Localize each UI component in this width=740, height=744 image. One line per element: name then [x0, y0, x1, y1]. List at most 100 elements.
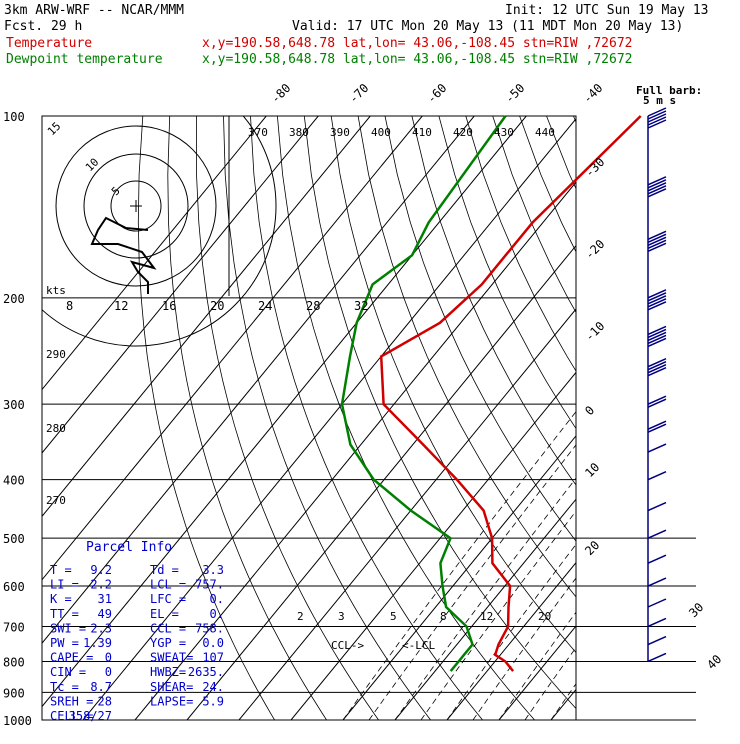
dry-adiabat	[654, 116, 740, 720]
isotherm-line	[395, 116, 740, 720]
isotherm-line	[499, 116, 740, 720]
parcel-info-cell: CIN =	[50, 665, 86, 679]
parcel-info-cell: 107	[202, 651, 224, 665]
dry-adiabat	[439, 116, 740, 720]
parcel-info-cell: LAPSE=	[150, 694, 193, 708]
pressure-tick-label: 100	[3, 110, 25, 124]
dry-adiabat	[520, 116, 740, 720]
parcel-info-cell: LCL =	[150, 578, 186, 592]
theta-label: 440	[535, 126, 555, 139]
model-title: 3km ARW-WRF -- NCAR/MMM	[4, 3, 184, 18]
wind-barb	[648, 472, 666, 480]
mixing-ratio-label: 8	[440, 610, 447, 623]
wind-barb	[648, 618, 666, 626]
parcel-info-cell: SREH =	[50, 694, 93, 708]
isotherm-line	[291, 116, 740, 720]
wind-barb	[648, 503, 666, 511]
parcel-info-cell: 2635.	[188, 665, 224, 679]
hodograph-ring-label: 10	[83, 156, 102, 175]
isotherm-line	[603, 116, 740, 720]
hodograph-speed-tick: 16	[162, 299, 176, 313]
isotherm-label: -10	[582, 319, 607, 344]
parcel-info-cell: 28	[98, 694, 112, 708]
mixing-ratio-label: 2	[297, 610, 304, 623]
pressure-tick-label: 300	[3, 398, 25, 412]
isotherm-line	[343, 116, 740, 720]
parcel-info-cell: 49	[98, 607, 112, 621]
lcl-marker: <-LCL	[402, 639, 435, 652]
dry-adiabat	[385, 116, 740, 720]
wind-barbs	[648, 108, 666, 661]
theta-label: 410	[412, 126, 432, 139]
parcel-info-cell: 9.2	[90, 563, 112, 577]
parcel-info-cell: HWBZ=	[150, 665, 186, 679]
isotherm-label: 30	[686, 600, 706, 620]
theta-label: 390	[330, 126, 350, 139]
parcel-info-cell: 31	[98, 592, 112, 606]
parcel-info-cell: 358/27	[69, 709, 112, 723]
profile-lines	[342, 116, 641, 671]
parcel-info-cell: 0	[105, 665, 112, 679]
legend-temperature-info: x,y=190.58,648.78 lat,lon= 43.06,-108.45…	[202, 36, 632, 51]
hodograph-speed-tick: 32	[354, 299, 368, 313]
isotherm-label: -40	[580, 81, 605, 106]
dry-adiabat	[331, 116, 638, 720]
parcel-info-cell: 1.39	[83, 636, 112, 650]
theta-label: 430	[494, 126, 514, 139]
mixing-ratio-label: 3	[338, 610, 345, 623]
moist-adiabat	[343, 298, 666, 720]
parcel-info-cell: TT =	[50, 607, 79, 621]
parcel-info-cell: 0.	[210, 592, 224, 606]
parcel-info-cell: 757.	[195, 578, 224, 592]
theta-label: 270	[46, 494, 66, 507]
theta-label: 400	[371, 126, 391, 139]
valid-time: Valid: 17 UTC Mon 20 May 13 (11 MDT Mon …	[292, 19, 683, 34]
dry-adiabat	[627, 116, 740, 720]
parcel-info-cell: 5.9	[202, 694, 224, 708]
wind-barb	[648, 578, 666, 586]
isotherm-line	[551, 116, 740, 720]
parcel-info-cell: SHEAR=	[150, 680, 193, 694]
parcel-info-cell: K =	[50, 592, 72, 606]
parcel-info-cell: CCL =	[150, 621, 186, 635]
wind-barb	[648, 599, 666, 607]
hodograph-ring-label: 15	[45, 120, 64, 139]
isotherm-label: 20	[582, 538, 602, 558]
hodograph-speed-tick: 20	[210, 299, 224, 313]
pressure-tick-label: 400	[3, 474, 25, 488]
parcel-info-cell: SWEAT=	[150, 651, 193, 665]
theta-label: 290	[46, 348, 66, 361]
parcel-info-cell: Tc =	[50, 680, 79, 694]
parcel-info-title: Parcel Info	[86, 540, 172, 555]
moist-adiabat	[421, 298, 740, 720]
pressure-tick-label: 900	[3, 686, 25, 700]
parcel-info-cell: Td =	[150, 563, 179, 577]
hodograph-speed-tick: 28	[306, 299, 320, 313]
hodograph-speed-tick: 24	[258, 299, 272, 313]
wind-barb	[648, 530, 666, 538]
parcel-info-cell: YGP =	[150, 636, 186, 650]
moist-adiabat	[395, 298, 718, 720]
parcel-info-cell: CAPE =	[50, 651, 93, 665]
dry-adiabat	[493, 116, 740, 720]
parcel-info-cell: T =	[50, 563, 72, 577]
parcel-info-cell: 758.	[195, 621, 224, 635]
isotherm-line	[447, 116, 740, 720]
mixing-ratio-label: 5	[390, 610, 397, 623]
wind-barb	[648, 444, 666, 452]
legend-dewpoint-info: x,y=190.58,648.78 lat,lon= 43.06,-108.45…	[202, 52, 632, 67]
parcel-info-cell: 0.0	[202, 636, 224, 650]
legend-temperature-label: Temperature	[6, 36, 92, 51]
dry-adiabat	[681, 116, 740, 720]
ccl-marker: CCL->	[331, 639, 364, 652]
mixing-ratio-label: 12	[480, 610, 493, 623]
pressure-tick-label: 600	[3, 580, 25, 594]
isotherm-label: -50	[502, 81, 527, 106]
theta-label: 370	[248, 126, 268, 139]
parcel-info-cell: PW =	[50, 636, 79, 650]
moist-adiabat	[473, 298, 740, 720]
theta-label: 280	[46, 422, 66, 435]
dry-adiabat	[358, 116, 690, 720]
